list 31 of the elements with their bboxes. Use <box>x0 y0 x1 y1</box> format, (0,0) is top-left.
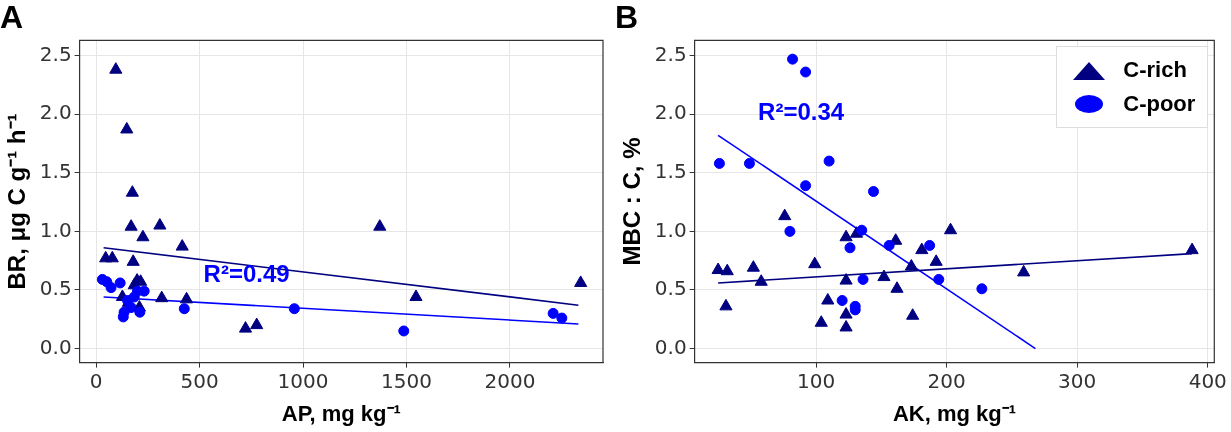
y-tick-label: 1.0 <box>654 217 687 242</box>
y-tick-label: 0.0 <box>654 334 687 359</box>
x-axis-title: AK, mg kg⁻¹ <box>892 400 1017 426</box>
x-tick-label: 200 <box>927 368 966 393</box>
y-tick-label: 2.0 <box>654 100 687 125</box>
x-axis-title: AP, mg kg⁻¹ <box>281 400 401 426</box>
y-tick-label: 1.5 <box>654 159 687 183</box>
y-tick-label: 2.0 <box>39 100 72 125</box>
legend-label: C-rich <box>1123 57 1187 84</box>
annotation: R²=0.34 <box>758 97 845 125</box>
chart-title: A <box>0 0 24 36</box>
x-tick-label: 1000 <box>277 368 329 393</box>
y-tick-label: 2.5 <box>654 41 687 66</box>
y-tick-label: 1.5 <box>39 159 72 183</box>
x-tick-label: 0 <box>89 368 103 393</box>
y-tick-label: 0.5 <box>654 276 687 301</box>
y-tick-label: 2.5 <box>39 41 72 66</box>
x-tick-label: 2000 <box>484 368 536 393</box>
y-tick-label: 0.0 <box>39 334 72 359</box>
y-tick-label: 0.5 <box>39 276 72 301</box>
y-axis-title: BR, μg C g⁻¹ h⁻¹ <box>3 113 31 290</box>
annotation: R²=0.49 <box>203 259 290 287</box>
x-tick-label: 300 <box>1058 368 1097 393</box>
y-axis-title: MBC : C, % <box>618 137 646 266</box>
x-tick-label: 1500 <box>381 368 432 393</box>
chart-title: B <box>615 0 639 36</box>
legend-label: C-poor <box>1123 91 1196 118</box>
x-tick-label: 400 <box>1188 368 1227 393</box>
x-tick-label: 500 <box>180 368 219 393</box>
x-tick-label: 100 <box>796 368 836 393</box>
y-tick-label: 1.0 <box>39 217 72 242</box>
